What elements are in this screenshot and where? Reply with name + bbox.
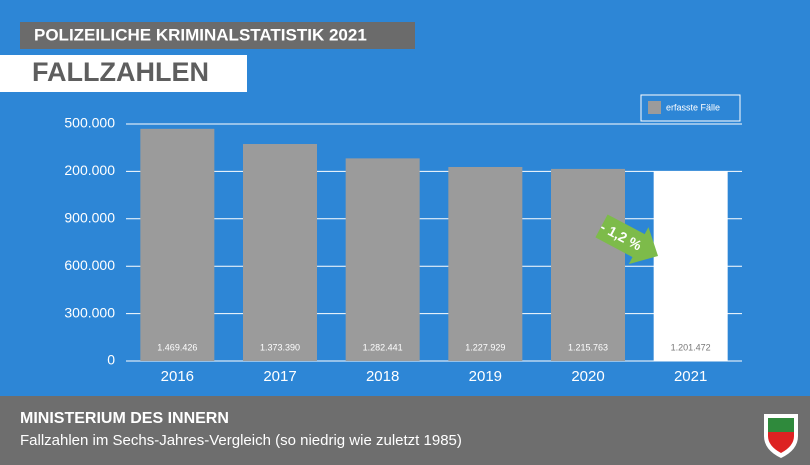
x-tick-label: 2020 — [571, 368, 604, 385]
x-tick-label: 2021 — [674, 368, 707, 385]
x-tick-label: 2019 — [469, 368, 502, 385]
y-tick-label: 600.000 — [64, 257, 115, 273]
legend-swatch — [648, 101, 661, 114]
value-label: 1.215.763 — [568, 342, 608, 352]
value-label: 1.201.472 — [671, 342, 711, 352]
bar — [243, 144, 317, 361]
bar — [345, 158, 420, 361]
x-tick-label: 2018 — [366, 368, 399, 385]
bar — [448, 166, 523, 361]
y-tick-label: 900.000 — [64, 210, 115, 226]
x-tick-label: 2017 — [263, 368, 296, 385]
value-label: 1.282.441 — [363, 342, 403, 352]
kicker-box — [20, 22, 415, 49]
x-tick-label: 2016 — [161, 368, 194, 385]
y-tick-label: 0 — [107, 352, 115, 368]
title: FALLZAHLEN — [32, 57, 209, 87]
bar — [140, 128, 215, 361]
y-tick-label: 500.000 — [64, 115, 115, 131]
legend-label: erfasste Fälle — [666, 102, 720, 112]
value-label: 1.469.426 — [157, 342, 197, 352]
y-tick-label: 200.000 — [64, 162, 115, 178]
legend-box — [640, 94, 741, 122]
value-label: 1.373.390 — [260, 342, 300, 352]
bar — [551, 168, 625, 361]
legend: erfasste Fälle — [640, 94, 741, 122]
kicker: POLIZEILICHE KRIMINALSTATISTIK 2021 — [34, 25, 367, 44]
title-box — [0, 55, 247, 92]
value-label: 1.227.929 — [465, 342, 505, 352]
logo — [764, 414, 798, 458]
annotation-arrow — [595, 214, 659, 265]
footer-box — [0, 396, 810, 465]
bar — [653, 171, 728, 361]
footer-subtitle: Fallzahlen im Sechs-Jahres-Vergleich (so… — [20, 432, 462, 449]
footer-title: MINISTERIUM DES INNERN — [20, 410, 229, 427]
y-tick-label: 300.000 — [64, 304, 115, 320]
